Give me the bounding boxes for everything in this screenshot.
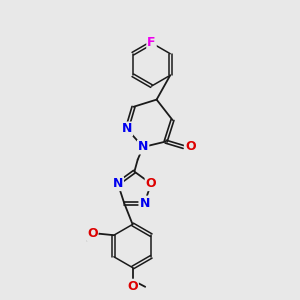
Text: F: F [147, 36, 156, 50]
Text: N: N [140, 196, 150, 210]
Text: N: N [122, 122, 132, 136]
Text: O: O [87, 227, 98, 240]
Text: N: N [113, 177, 123, 190]
Text: N: N [138, 140, 148, 154]
Text: O: O [127, 280, 138, 293]
Text: O: O [185, 140, 196, 154]
Text: O: O [146, 177, 156, 190]
